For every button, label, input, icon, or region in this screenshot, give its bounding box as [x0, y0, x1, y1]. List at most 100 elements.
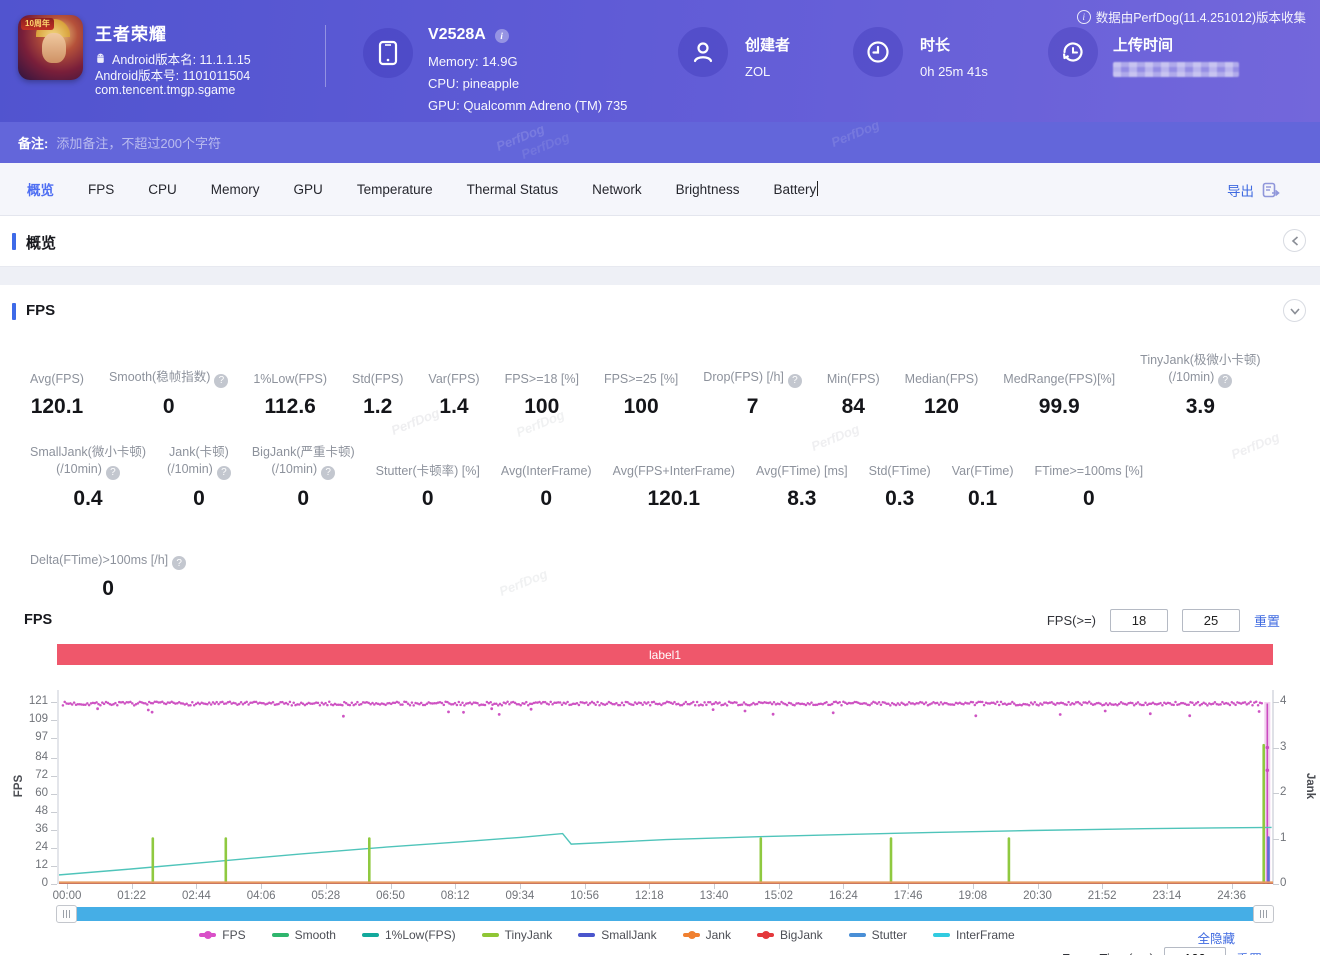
- x-axis-tick-label: 15:02: [754, 890, 804, 902]
- stat-label: 1%Low(FPS): [253, 354, 327, 388]
- android-icon: [94, 52, 107, 65]
- x-axis-tick-label: 20:30: [1013, 890, 1063, 902]
- tick-mark: [391, 884, 392, 889]
- scrollbar-handle-right[interactable]: [1253, 905, 1274, 923]
- tick-mark: [1273, 748, 1279, 749]
- tab-cpu[interactable]: CPU: [131, 182, 194, 197]
- help-icon[interactable]: ?: [172, 556, 186, 570]
- tick-mark: [51, 720, 57, 721]
- legend-label: InterFrame: [956, 928, 1015, 942]
- x-axis-tick-label: 23:14: [1142, 890, 1192, 902]
- x-axis-tick-label: 05:28: [301, 890, 351, 902]
- tab-brightness[interactable]: Brightness: [659, 182, 757, 197]
- x-axis-tick-label: 16:24: [818, 890, 868, 902]
- right-axis-tick-label: 2: [1280, 786, 1310, 798]
- stat-value: 0: [102, 577, 114, 601]
- reset-link[interactable]: 重置: [1254, 611, 1280, 630]
- overview-collapse-button[interactable]: [1283, 229, 1306, 252]
- stat-item: FPS>=25 [%]100: [604, 354, 678, 419]
- tick-mark: [51, 794, 57, 795]
- fps-threshold-input-1[interactable]: [1110, 609, 1168, 632]
- tab-fps[interactable]: FPS: [71, 182, 131, 197]
- device-info-icon[interactable]: i: [495, 29, 509, 43]
- note-placeholder: 添加备注，不超过200个字符: [56, 133, 221, 152]
- left-axis-tick-label: 97: [8, 731, 48, 743]
- scrollbar-handle-left[interactable]: [56, 905, 77, 923]
- tick-mark: [326, 884, 327, 889]
- stats-row-2: SmallJank(微小卡顿)(/10min)?0.4Jank(卡顿)(/10m…: [30, 444, 1304, 511]
- stat-label: Std(FPS): [352, 354, 403, 388]
- note-bar[interactable]: 备注: 添加备注，不超过200个字符: [0, 122, 1320, 163]
- tab-temperature[interactable]: Temperature: [340, 182, 450, 197]
- stat-label: Min(FPS): [827, 354, 880, 388]
- duration-label: 时长: [920, 34, 950, 55]
- frametime-reset-link[interactable]: 重置: [1236, 949, 1262, 955]
- legend-item-tinyjank[interactable]: TinyJank: [482, 928, 553, 942]
- tick-mark: [973, 884, 974, 889]
- app-title: 王者荣耀: [95, 20, 167, 45]
- tick-mark: [1273, 839, 1279, 840]
- tick-mark: [196, 884, 197, 889]
- plot-area[interactable]: [57, 690, 1273, 884]
- stat-label: Delta(FTime)>100ms [/h]?: [30, 536, 186, 570]
- legend-item-smalljank[interactable]: SmallJank: [578, 928, 656, 942]
- legend-item-1-low-fps-[interactable]: 1%Low(FPS): [362, 928, 456, 942]
- stat-value: 3.9: [1186, 395, 1215, 419]
- divider: [325, 25, 326, 87]
- stat-value: 1.2: [363, 395, 392, 419]
- help-icon[interactable]: ?: [217, 466, 231, 480]
- tab-gpu[interactable]: GPU: [277, 182, 340, 197]
- stat-value: 8.3: [787, 487, 816, 511]
- export-button[interactable]: 导出: [1227, 163, 1280, 216]
- hide-all-link[interactable]: 全隐藏: [1197, 928, 1235, 947]
- tick-mark: [51, 738, 57, 739]
- legend-item-stutter[interactable]: Stutter: [849, 928, 907, 942]
- legend-item-interframe[interactable]: InterFrame: [933, 928, 1015, 942]
- right-axis-tick-label: 1: [1280, 832, 1310, 844]
- legend-marker: [849, 933, 866, 937]
- help-icon[interactable]: ?: [788, 374, 802, 388]
- stat-value: 0: [422, 487, 434, 511]
- stat-value: 112.6: [264, 395, 315, 419]
- tab-概览[interactable]: 概览: [10, 179, 71, 199]
- help-icon[interactable]: ?: [214, 374, 228, 388]
- tab-memory[interactable]: Memory: [194, 182, 277, 197]
- tab-network[interactable]: Network: [575, 182, 659, 197]
- stat-value: 1.4: [439, 395, 468, 419]
- fps-collapse-button[interactable]: [1283, 299, 1306, 322]
- stat-item: Jank(卡顿)(/10min)?0: [167, 444, 231, 511]
- fps-threshold-input-2[interactable]: [1182, 609, 1240, 632]
- tick-mark: [51, 848, 57, 849]
- stat-value: 0.3: [885, 487, 914, 511]
- stat-label: MedRange(FPS)[%]: [1003, 354, 1115, 388]
- frametime-label: FrameTime(ms): [1062, 951, 1154, 955]
- frametime-input[interactable]: [1164, 947, 1226, 955]
- legend-item-bigjank[interactable]: BigJank: [757, 928, 823, 942]
- left-axis-tick-label: 24: [8, 841, 48, 853]
- help-icon[interactable]: ?: [106, 466, 120, 480]
- fps-chart-block: FPS FPS(>=) 重置 label1 FPS Jank 012243648…: [0, 600, 1320, 955]
- fps-threshold-label: FPS(>=): [1047, 613, 1096, 628]
- help-icon[interactable]: ?: [321, 466, 335, 480]
- anniversary-badge: 10周年: [21, 18, 54, 30]
- tick-mark: [649, 884, 650, 889]
- legend-label: BigJank: [780, 928, 823, 942]
- upload-time-label: 上传时间: [1113, 34, 1173, 55]
- legend-item-fps[interactable]: FPS: [199, 928, 245, 942]
- tab-thermal-status[interactable]: Thermal Status: [450, 182, 576, 197]
- stat-label: Stutter(卡顿率) [%]: [376, 446, 480, 480]
- tab-battery[interactable]: Battery: [756, 181, 835, 197]
- right-axis-tick-label: 0: [1280, 877, 1310, 889]
- chart-scrollbar[interactable]: [57, 907, 1273, 921]
- x-axis-tick-label: 09:34: [495, 890, 545, 902]
- help-icon[interactable]: ?: [1218, 374, 1232, 388]
- legend-item-jank[interactable]: Jank: [683, 928, 731, 942]
- left-axis-tick-label: 109: [8, 713, 48, 725]
- stat-label: Avg(FTime) [ms]: [756, 446, 848, 480]
- creator-icon: [678, 27, 728, 77]
- legend-item-smooth[interactable]: Smooth: [272, 928, 336, 942]
- x-axis-tick-label: 04:06: [236, 890, 286, 902]
- stat-item: BigJank(严重卡顿)(/10min)?0: [252, 444, 355, 511]
- tick-mark: [67, 884, 68, 889]
- tick-mark: [51, 776, 57, 777]
